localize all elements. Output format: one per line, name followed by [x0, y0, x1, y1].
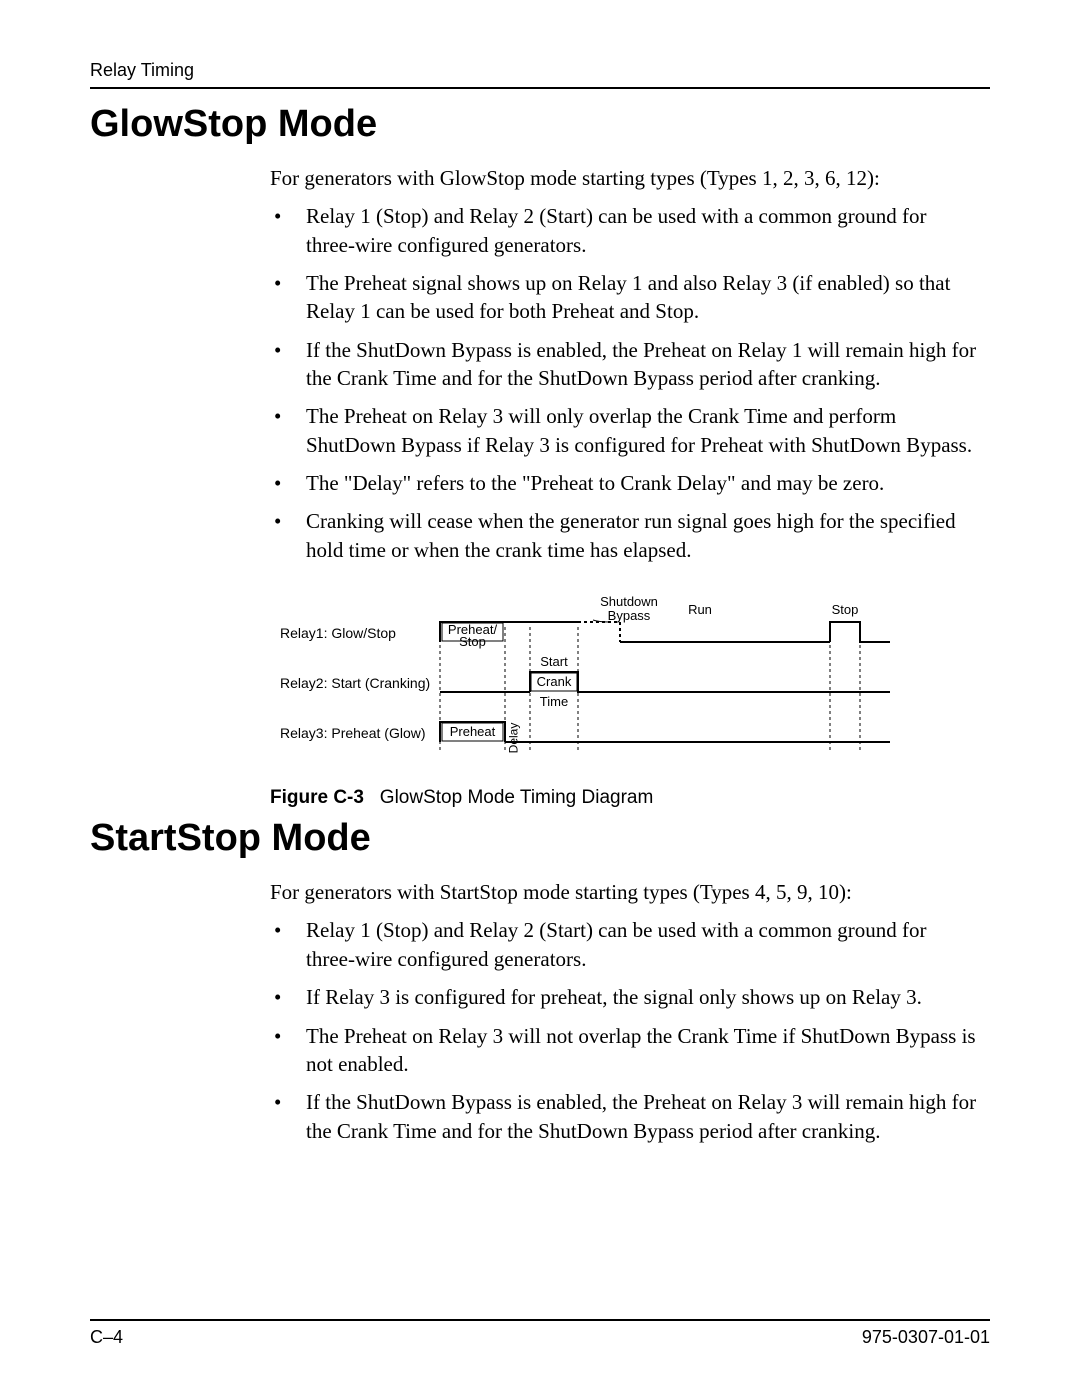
svg-text:Relay2: Start (Cranking): Relay2: Start (Cranking): [280, 675, 430, 691]
svg-text:Preheat: Preheat: [450, 724, 496, 739]
list-item: If the ShutDown Bypass is enabled, the P…: [270, 1088, 980, 1145]
svg-text:Relay1: Glow/Stop: Relay1: Glow/Stop: [280, 625, 396, 641]
svg-text:Stop: Stop: [832, 602, 859, 617]
list-item: Relay 1 (Stop) and Relay 2 (Start) can b…: [270, 916, 980, 973]
figure-title-text: GlowStop Mode Timing Diagram: [380, 787, 654, 808]
list-item: If Relay 3 is configured for preheat, th…: [270, 983, 980, 1011]
section1-title: GlowStop Mode: [90, 103, 990, 146]
figure-c3: Relay1: Glow/StopPreheat/StopRelay2: Sta…: [270, 592, 990, 809]
svg-text:Relay3: Preheat (Glow): Relay3: Preheat (Glow): [280, 725, 426, 741]
svg-text:Shutdown: Shutdown: [600, 594, 658, 609]
running-head: Relay Timing: [90, 60, 990, 89]
section2-intro: For generators with StartStop mode start…: [270, 878, 980, 906]
list-item: The Preheat on Relay 3 will only overlap…: [270, 402, 980, 459]
svg-text:Stop: Stop: [459, 634, 486, 649]
footer-left: C–4: [90, 1327, 123, 1348]
list-item: The "Delay" refers to the "Preheat to Cr…: [270, 469, 980, 497]
list-item: Relay 1 (Stop) and Relay 2 (Start) can b…: [270, 202, 980, 259]
svg-text:Crank: Crank: [537, 674, 572, 689]
svg-text:Start: Start: [540, 654, 568, 669]
svg-text:Bypass: Bypass: [608, 608, 651, 623]
figure-caption: Figure C-3 GlowStop Mode Timing Diagram: [270, 787, 990, 809]
section2-bullets: Relay 1 (Stop) and Relay 2 (Start) can b…: [270, 916, 980, 1144]
section2-body: For generators with StartStop mode start…: [270, 878, 980, 1145]
list-item: Cranking will cease when the generator r…: [270, 507, 980, 564]
figure-label: Figure C-3: [270, 787, 364, 808]
list-item: The Preheat on Relay 3 will not overlap …: [270, 1022, 980, 1079]
svg-text:Time: Time: [540, 694, 568, 709]
section1-intro: For generators with GlowStop mode starti…: [270, 164, 980, 192]
timing-diagram-svg: Relay1: Glow/StopPreheat/StopRelay2: Sta…: [270, 592, 910, 772]
section2-title: StartStop Mode: [90, 817, 990, 860]
svg-text:Run: Run: [688, 602, 712, 617]
svg-text:Delay: Delay: [507, 723, 521, 754]
footer-right: 975-0307-01-01: [862, 1327, 990, 1348]
figure-title: [369, 787, 380, 808]
section1-bullets: Relay 1 (Stop) and Relay 2 (Start) can b…: [270, 202, 980, 564]
section1-body: For generators with GlowStop mode starti…: [270, 164, 980, 564]
list-item: The Preheat signal shows up on Relay 1 a…: [270, 269, 980, 326]
list-item: If the ShutDown Bypass is enabled, the P…: [270, 336, 980, 393]
page-footer: C–4 975-0307-01-01: [90, 1319, 990, 1348]
